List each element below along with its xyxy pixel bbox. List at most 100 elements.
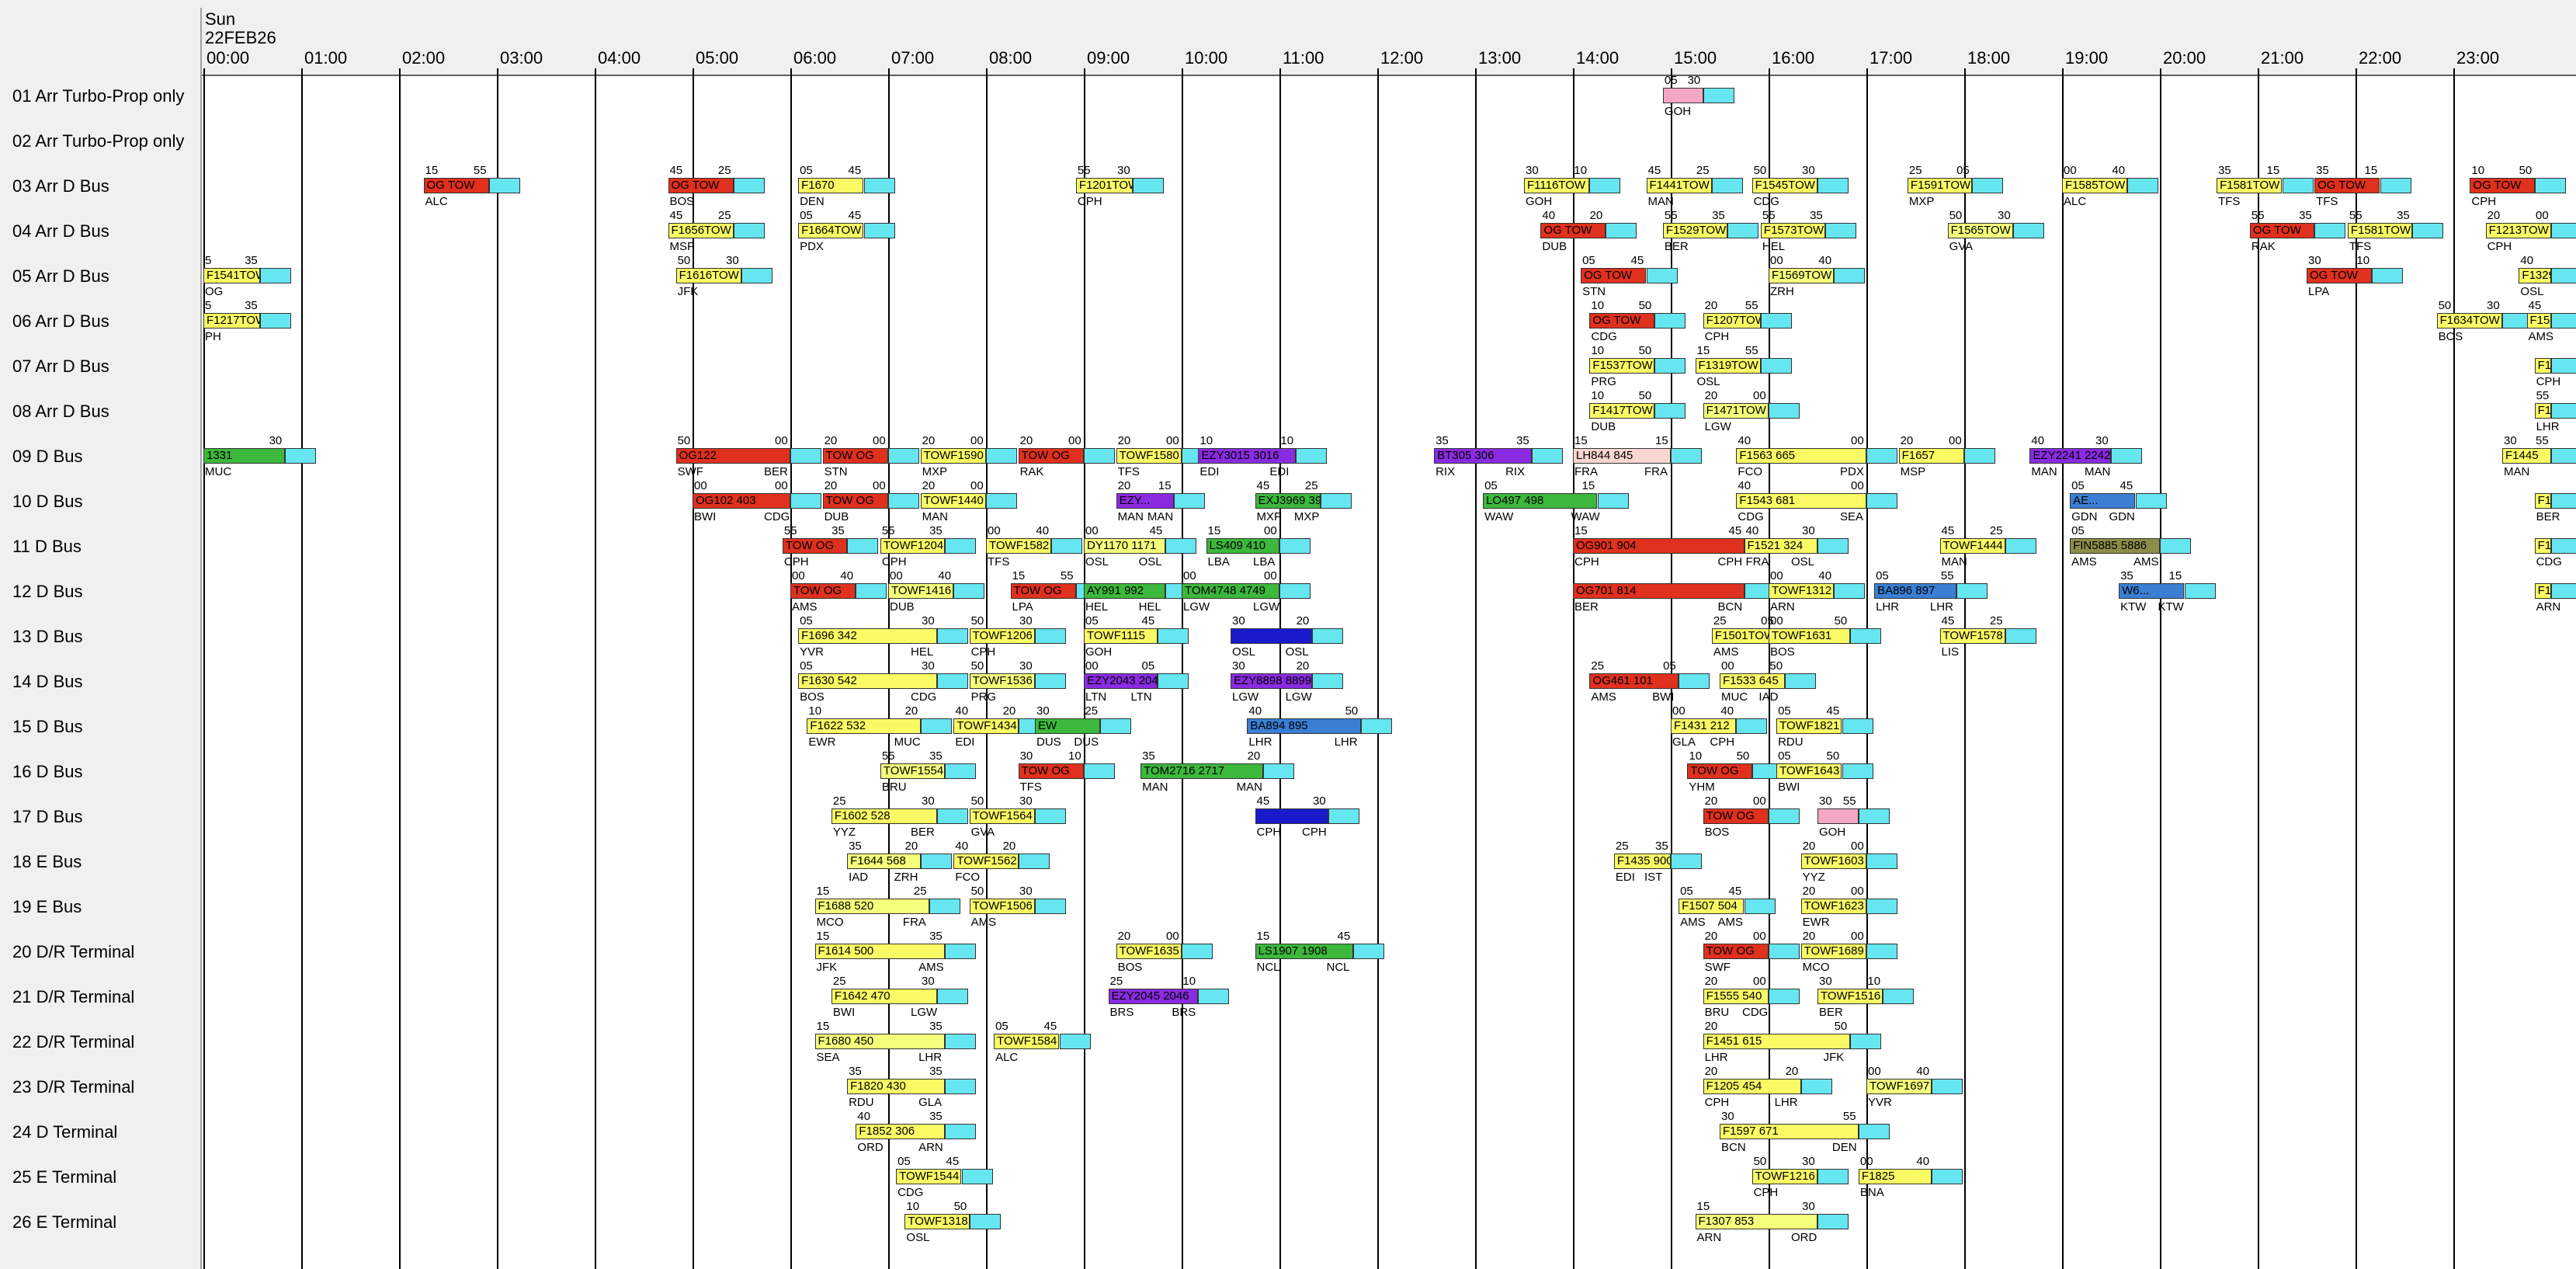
flight-bar[interactable]: TOW OG — [1018, 763, 1084, 779]
flight-bar[interactable]: LS409 410 — [1206, 538, 1279, 554]
flight-bar[interactable]: OG461 101 — [1589, 673, 1679, 689]
flight-bar[interactable]: LH844 845 — [1573, 448, 1671, 464]
flight-bar[interactable]: F1573TOW — [1760, 223, 1826, 238]
flight-bar[interactable]: F1207TOW — [1703, 313, 1761, 329]
flight-bar[interactable]: OG701 814 — [1573, 583, 1745, 599]
flight-bar[interactable] — [1817, 808, 1859, 824]
flight-bar[interactable]: F1642 470 — [831, 989, 937, 1004]
flight-bar[interactable]: F1656TOW — [668, 223, 734, 238]
flight-bar[interactable]: F1307 853 — [1695, 1214, 1817, 1229]
flight-bar[interactable]: TOW OG — [822, 493, 888, 509]
flight-bar[interactable]: TOWF1206 — [969, 628, 1035, 644]
flight-bar[interactable]: F1471TOW — [1703, 403, 1769, 419]
flight-bar[interactable]: TOWF1544 — [896, 1169, 962, 1184]
flight-bar[interactable]: F1696 342 — [798, 628, 937, 644]
flight-bar[interactable]: OG TOW — [1540, 223, 1606, 238]
flight-bar[interactable]: TOWF1204 — [880, 538, 946, 554]
flight-bar[interactable]: F1565TOW — [1947, 223, 2013, 238]
flight-bar[interactable]: F1201TOW — [1075, 178, 1133, 193]
flight-bar[interactable]: OG TOW — [2249, 223, 2315, 238]
flight-bar[interactable]: TOW OG — [1703, 808, 1769, 824]
flight-bar[interactable]: F1533 645 — [1720, 673, 1786, 689]
flight-bar[interactable]: OG TOW — [2470, 178, 2535, 193]
flight-bar[interactable]: F1541TOW — [203, 268, 261, 283]
flight-bar[interactable]: TOWF1506 — [969, 899, 1035, 914]
flight-bar[interactable]: F131 — [2534, 583, 2551, 599]
flight-bar[interactable]: F1213TOW — [2485, 223, 2551, 238]
flight-bar[interactable]: F1543 681 — [1736, 493, 1866, 509]
flight-bar[interactable]: F1217TOW — [203, 313, 261, 329]
flight-bar[interactable]: TOWF1416 — [888, 583, 954, 599]
flight-bar[interactable]: F1445 — [2502, 448, 2551, 464]
flight-bar[interactable]: F1581TOW — [2347, 223, 2413, 238]
flight-bar[interactable]: W6... — [2119, 583, 2185, 599]
flight-bar[interactable]: F1529TOW — [1662, 223, 1728, 238]
flight-bar[interactable]: TOWF1631 — [1769, 628, 1850, 644]
flight-bar[interactable]: TOW OG — [790, 583, 856, 599]
flight-bar[interactable]: TOWF1635 — [1116, 944, 1182, 959]
flight-bar[interactable]: F1614 500 — [814, 944, 946, 959]
flight-bar[interactable]: 1331 — [203, 448, 285, 464]
flight-bar[interactable]: TOWF1516 — [1817, 989, 1883, 1004]
flight-bar[interactable]: F1205 454 — [1703, 1079, 1801, 1094]
flight-bar[interactable]: EZY2045 2046 — [1108, 989, 1199, 1004]
flight-bar[interactable]: TOWF1444 — [1939, 538, 2005, 554]
flight-bar[interactable]: F1825 — [1858, 1169, 1932, 1184]
flight-bar[interactable]: TOWF1623 — [1800, 899, 1866, 914]
flight-bar[interactable]: OG901 904 — [1573, 538, 1745, 554]
flight-bar[interactable]: F1319TOW — [1695, 358, 1761, 374]
flight-bar[interactable]: F1116TOW — [1524, 178, 1590, 193]
flight-bar[interactable]: TOWF1590 — [920, 448, 986, 464]
flight-bar[interactable]: F1431 212 — [1671, 718, 1737, 734]
flight-bar[interactable]: TOWF1603 — [1800, 854, 1866, 869]
flight-bar[interactable]: TOWF1582 — [986, 538, 1052, 554]
flight-bar[interactable]: DY1170 1171 — [1084, 538, 1165, 554]
flight-bar[interactable]: TOW OG — [1018, 448, 1084, 464]
flight-bar[interactable]: F121 — [2534, 358, 2551, 374]
flight-bar[interactable]: F145 — [2534, 403, 2551, 419]
flight-bar[interactable]: F1622 532 — [807, 718, 921, 734]
flight-bar[interactable]: EZY... — [1116, 493, 1174, 509]
flight-bar[interactable]: F151 — [2534, 493, 2551, 509]
flight-bar[interactable]: OG TOW — [1589, 313, 1654, 329]
flight-bar[interactable]: BA894 895 — [1247, 718, 1361, 734]
flight-bar[interactable]: EZY2241 2242 — [2029, 448, 2111, 464]
flight-bar[interactable]: TOWF1643 — [1776, 763, 1842, 779]
flight-bar[interactable]: F1563 665 — [1736, 448, 1866, 464]
flight-bar[interactable]: TOWF1434 — [953, 718, 1019, 734]
flight-bar[interactable]: F1329 — [2519, 268, 2551, 283]
flight-bar[interactable]: F1501TOW — [1711, 628, 1777, 644]
flight-bar[interactable]: LS1907 1908 — [1255, 944, 1353, 959]
flight-bar[interactable]: TOWF1440 — [920, 493, 986, 509]
flight-bar[interactable]: F1435 900 — [1613, 854, 1671, 869]
flight-bar[interactable]: F154 — [2534, 538, 2551, 554]
flight-bar[interactable]: TOM2716 2717 — [1140, 763, 1263, 779]
flight-bar[interactable]: TOM4748 4749 — [1182, 583, 1279, 599]
flight-bar[interactable]: F1591TOW — [1907, 178, 1973, 193]
flight-bar[interactable]: LO497 498 — [1483, 493, 1598, 509]
flight-bar[interactable]: TOW OG — [1687, 763, 1752, 779]
flight-bar[interactable]: AY991 992 — [1084, 583, 1165, 599]
flight-bar[interactable]: F1664TOW — [798, 223, 864, 238]
flight-bar[interactable]: OG TOW — [423, 178, 489, 193]
flight-bar[interactable]: TOWF1562 — [953, 854, 1019, 869]
flight-bar[interactable]: F1441TOW — [1646, 178, 1712, 193]
flight-bar[interactable]: F1417TOW — [1589, 403, 1654, 419]
flight-bar[interactable]: TOWF1689 — [1800, 944, 1866, 959]
flight-bar[interactable]: OG TOW — [2314, 178, 2380, 193]
flight-bar[interactable]: TOWF1578 — [1939, 628, 2005, 644]
flight-bar[interactable]: F1630 542 — [798, 673, 937, 689]
flight-bar[interactable]: F1451 615 — [1703, 1034, 1850, 1049]
flight-bar[interactable] — [1255, 808, 1328, 824]
flight-bar[interactable]: EZY2043 2044 — [1084, 673, 1158, 689]
flight-bar[interactable]: F1602 528 — [831, 808, 937, 824]
flight-bar[interactable]: TOWF1564 — [969, 808, 1035, 824]
flight-bar[interactable]: F1569TOW — [1769, 268, 1835, 283]
flight-bar[interactable]: TOWF1318 — [904, 1214, 970, 1229]
flight-bar[interactable]: F1657 — [1898, 448, 1964, 464]
flight-bar[interactable]: OG TOW — [1581, 268, 1647, 283]
flight-bar[interactable]: F1688 520 — [814, 899, 929, 914]
flight-bar[interactable]: EW — [1035, 718, 1101, 734]
flight-bar[interactable]: F1505 — [2526, 313, 2551, 329]
flight-bar[interactable]: F1507 504 — [1679, 899, 1745, 914]
